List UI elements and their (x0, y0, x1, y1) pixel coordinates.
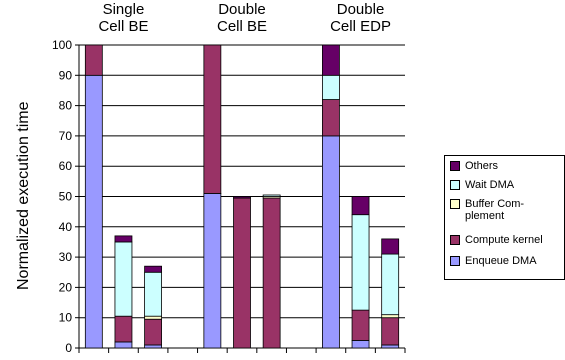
bar-segment-compute-kernel-5 (262, 197, 281, 349)
group-title-single-cell-be: Single Cell BE (98, 1, 149, 35)
bar-segment-others-8 (381, 238, 400, 255)
y-tick-label-10: 10 (59, 311, 73, 325)
bar-segment-others-1 (114, 235, 133, 243)
bar-segment-wait-dma-8 (381, 253, 400, 316)
legend-label-compute-kernel: Compute kernel (465, 234, 543, 246)
y-tick-label-20: 20 (59, 280, 73, 294)
y-tick-label-0: 0 (65, 341, 72, 355)
y-tick-label-60: 60 (59, 159, 73, 173)
bar-segment-compute-kernel-0 (84, 44, 103, 76)
y-tick-label-100: 100 (52, 38, 72, 52)
bar-segment-others-6 (322, 44, 340, 76)
legend: Others Wait DMA Buffer Com- plement Comp… (444, 155, 565, 280)
bar-segment-wait-dma-2 (144, 271, 162, 317)
bar-segment-compute-kernel-1 (114, 315, 133, 343)
group-title-double-cell-be: Double Cell BE (216, 1, 268, 35)
bar-segment-compute-kernel-4 (233, 197, 251, 349)
bar-segment-enqueue-dma-7 (351, 340, 370, 349)
legend-swatch-enqueue-dma (450, 256, 460, 266)
legend-swatch-others (450, 161, 460, 171)
bar-segment-wait-dma-7 (351, 214, 370, 311)
bar-segment-compute-kernel-2 (144, 318, 162, 346)
bar-segment-wait-dma-1 (114, 241, 133, 317)
bar-segment-buffer-com-plement-2 (144, 315, 162, 320)
bar-segment-enqueue-dma-8 (381, 344, 400, 349)
y-tick-label-70: 70 (59, 129, 73, 143)
y-tick-label-40: 40 (59, 220, 73, 234)
legend-label-others: Others (465, 160, 499, 172)
y-tick-label-50: 50 (59, 190, 73, 204)
legend-label-wait-dma: Wait DMA (465, 179, 515, 191)
legend-swatch-compute-kernel (450, 235, 460, 245)
bar-segment-wait-dma-6 (322, 74, 340, 100)
bar-segment-others-2 (144, 265, 162, 273)
bar-segment-wait-dma-5 (262, 194, 281, 197)
legend-swatch-buffer-complement (450, 199, 460, 209)
bar-segment-enqueue-dma-0 (84, 74, 103, 349)
bar-segment-enqueue-dma-1 (114, 341, 133, 349)
legend-swatch-wait-dma (450, 180, 460, 190)
bar-segment-enqueue-dma-2 (144, 344, 162, 349)
bar-segment-compute-kernel-8 (381, 317, 400, 346)
legend-label-buffer-complement: Buffer Com- plement (465, 198, 525, 222)
group-title-double-cell-edp: Double Cell EDP (330, 1, 391, 35)
y-tick-label-30: 30 (59, 250, 73, 264)
bar-segment-compute-kernel-6 (322, 99, 340, 137)
bar-segment-others-4 (233, 196, 251, 199)
bar-segment-enqueue-dma-3 (203, 193, 222, 349)
legend-label-enqueue-dma: Enqueue DMA (465, 255, 537, 267)
bar-segment-compute-kernel-3 (203, 44, 222, 194)
y-tick-label-80: 80 (59, 99, 73, 113)
y-tick-label-90: 90 (59, 68, 73, 82)
bar-segment-enqueue-dma-6 (322, 135, 340, 349)
bar-segment-compute-kernel-7 (351, 309, 370, 341)
bar-segment-others-7 (351, 196, 370, 216)
bar-segment-buffer-com-plement-8 (381, 314, 400, 319)
